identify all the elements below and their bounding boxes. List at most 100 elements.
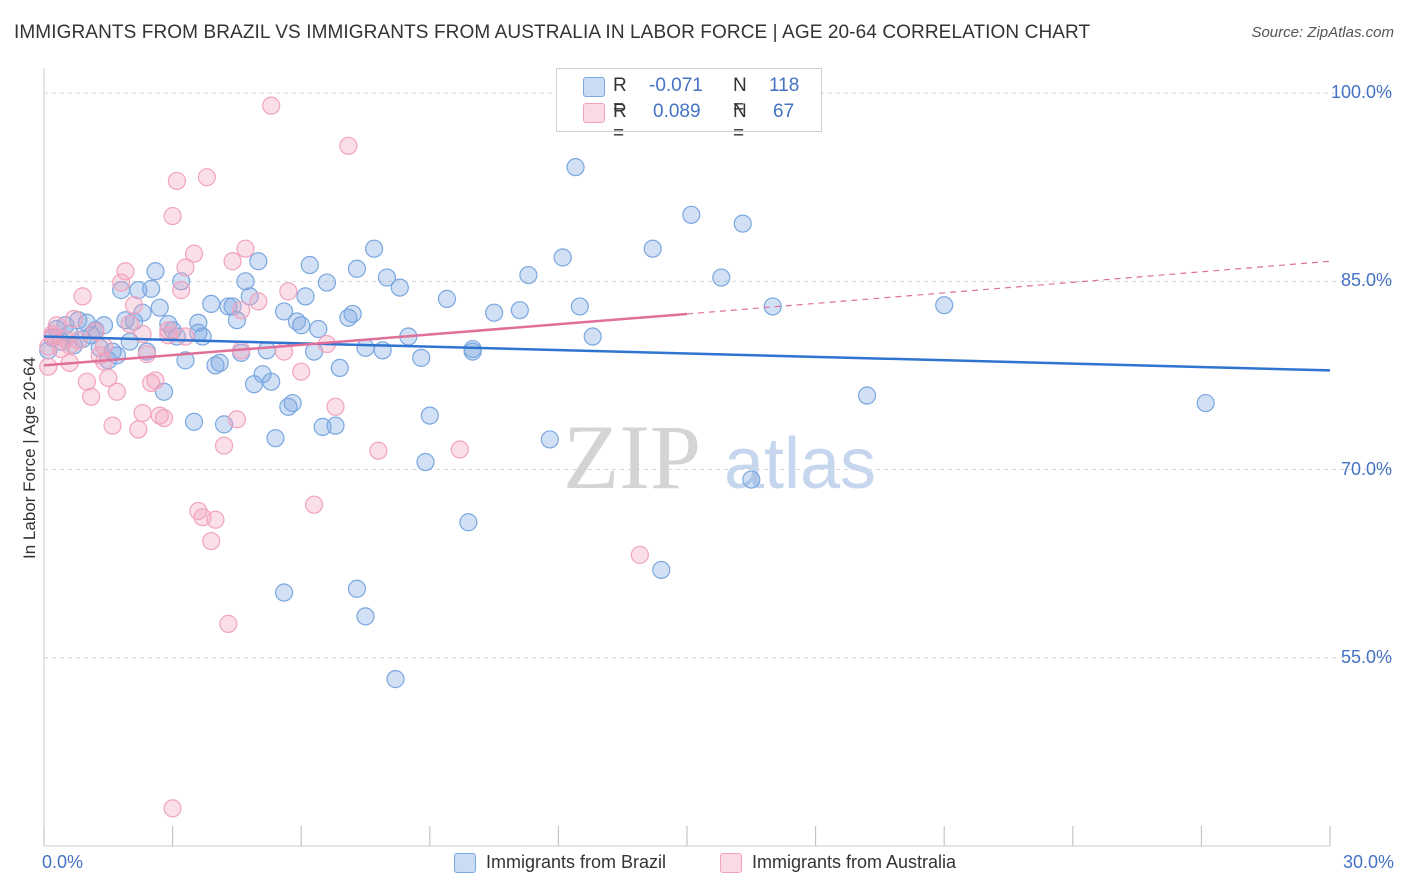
point-australia <box>223 252 242 271</box>
point-australia <box>154 409 174 428</box>
point-brazil <box>274 583 294 602</box>
point-australia <box>129 420 148 439</box>
r-label: R = <box>613 75 627 118</box>
point-brazil <box>570 297 589 316</box>
point-brazil <box>437 289 457 308</box>
point-australia <box>184 244 204 263</box>
point-australia <box>232 301 251 320</box>
point-australia <box>43 324 62 344</box>
point-brazil <box>300 255 319 275</box>
point-brazil <box>540 430 559 449</box>
point-brazil <box>390 278 409 297</box>
point-brazil <box>202 294 221 314</box>
point-australia <box>120 314 139 334</box>
source-label: Source: ZipAtlas.com <box>1251 24 1394 41</box>
point-brazil <box>763 297 782 316</box>
series-brazil-points <box>39 158 1215 689</box>
point-brazil <box>210 353 229 372</box>
point-brazil <box>176 351 195 370</box>
legend-swatch-australia <box>720 853 742 873</box>
point-brazil <box>377 268 397 287</box>
point-australia <box>304 495 324 514</box>
point-australia <box>176 327 195 346</box>
chart-title: IMMIGRANTS FROM BRAZIL VS IMMIGRANTS FRO… <box>14 22 1091 43</box>
x-tick-max: 30.0% <box>1342 852 1394 872</box>
trend-line-australia-extension <box>686 260 1331 315</box>
point-australia <box>279 282 298 301</box>
trend-line-australia <box>43 312 688 367</box>
point-australia <box>206 510 225 529</box>
point-australia <box>339 136 358 155</box>
point-brazil <box>193 327 212 346</box>
point-brazil <box>857 386 877 405</box>
n-value-brazil: 118 <box>769 75 800 96</box>
point-brazil <box>416 452 435 472</box>
point-brazil <box>266 429 285 448</box>
point-australia <box>86 322 105 341</box>
point-brazil <box>1196 393 1215 413</box>
australia-swatch <box>583 103 605 123</box>
legend-swatch-brazil <box>454 853 476 873</box>
point-brazil <box>935 296 954 315</box>
point-australia <box>64 309 84 329</box>
point-australia <box>159 326 178 345</box>
point-brazil <box>227 311 246 330</box>
r-label: R = <box>613 101 627 144</box>
point-australia <box>236 239 255 258</box>
legend-label-australia: Immigrants from Australia <box>752 852 957 872</box>
point-australia <box>137 345 156 364</box>
point-brazil <box>583 327 602 346</box>
point-australia <box>112 273 131 292</box>
point-brazil <box>485 303 504 322</box>
point-brazil <box>347 259 367 278</box>
point-australia <box>163 206 182 226</box>
point-brazil <box>356 338 375 357</box>
trend-line-brazil <box>43 335 1331 372</box>
point-brazil <box>313 417 332 436</box>
point-brazil <box>356 607 375 626</box>
n-label: N = <box>733 101 747 144</box>
point-australia <box>69 331 88 350</box>
series-australia-points <box>39 90 649 818</box>
x-tick-min: 0.0% <box>42 852 84 872</box>
point-brazil <box>386 670 405 689</box>
point-brazil <box>742 470 761 489</box>
point-australia <box>262 96 281 115</box>
point-brazil <box>343 304 362 324</box>
point-brazil <box>309 319 328 339</box>
point-australia <box>39 357 58 376</box>
point-australia <box>630 545 649 564</box>
point-brazil <box>459 513 478 532</box>
point-australia <box>450 440 469 459</box>
legend-label-brazil: Immigrants from Brazil <box>486 852 667 872</box>
n-label: N = <box>733 75 747 118</box>
point-brazil <box>142 279 161 298</box>
point-australia <box>60 336 79 355</box>
point-brazil <box>643 239 662 258</box>
point-brazil <box>129 281 148 300</box>
r-value-australia: 0.089 <box>653 101 701 122</box>
point-brazil <box>223 297 242 316</box>
point-australia <box>292 362 311 381</box>
point-australia <box>77 372 96 391</box>
n-value-australia: 67 <box>773 101 795 122</box>
point-brazil <box>510 301 529 320</box>
point-australia <box>167 171 186 191</box>
point-australia <box>82 387 101 406</box>
stats-box: R = -0.071 N = 118 R = 0.089 N = 67 <box>556 68 822 144</box>
point-australia <box>124 296 144 315</box>
point-australia <box>99 368 118 388</box>
watermark-zip: ZIP <box>563 406 701 508</box>
point-brazil <box>347 579 367 598</box>
point-brazil <box>189 313 208 332</box>
point-brazil <box>553 248 572 267</box>
point-brazil <box>146 262 165 281</box>
axes <box>43 68 1331 847</box>
point-australia <box>146 371 165 390</box>
point-brazil <box>652 560 671 580</box>
point-brazil <box>184 412 204 431</box>
point-brazil <box>519 265 538 285</box>
point-australia <box>52 339 71 359</box>
point-australia <box>214 436 234 455</box>
